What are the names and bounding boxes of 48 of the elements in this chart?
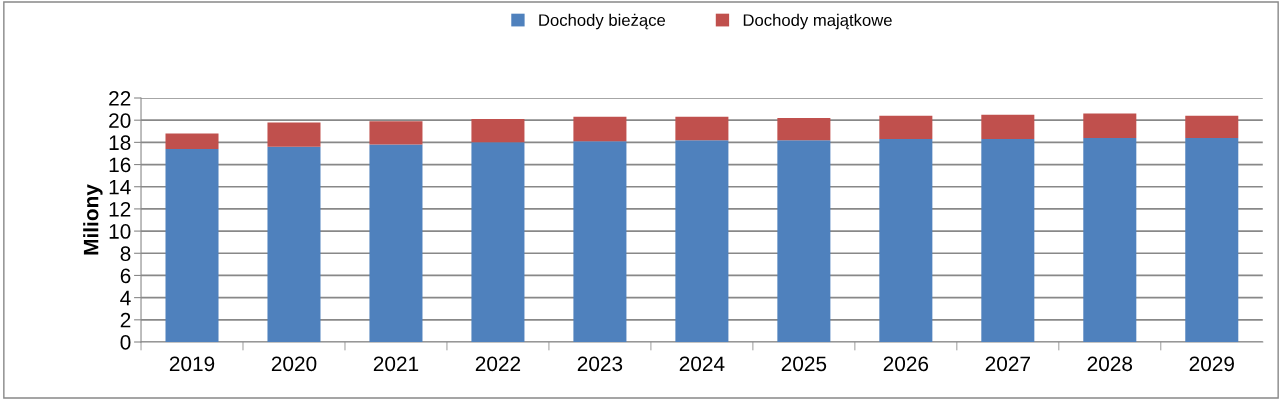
legend-label: Dochody bieżące: [539, 13, 666, 30]
bar: [267, 146, 321, 342]
x-tick-label: 2019: [169, 356, 215, 372]
x-tick-label: 2021: [373, 356, 419, 372]
bar: [1185, 115, 1239, 138]
x-tick-label: 2026: [883, 356, 929, 372]
y-tick-label: 2: [120, 312, 131, 328]
x-tick-label: 2029: [1189, 356, 1234, 372]
legend-label: Dochody majątkowe: [743, 13, 892, 30]
bar: [267, 122, 321, 147]
y-tick-label: 10: [109, 224, 131, 239]
bar: [981, 139, 1035, 342]
bar: [879, 139, 933, 342]
bar: [777, 140, 831, 342]
y-tick-label: 16: [109, 157, 131, 173]
bar: [1185, 137, 1239, 342]
bar: [471, 119, 525, 143]
y-tick-label: 6: [120, 268, 131, 284]
x-tick-label: 2020: [271, 356, 317, 372]
x-tick-label: 2025: [781, 356, 827, 372]
bar: [369, 121, 423, 145]
y-tick-label: 0: [120, 335, 131, 350]
bar: [573, 141, 627, 342]
x-tick-label: 2028: [1087, 356, 1133, 372]
y-tick-label: 14: [109, 179, 131, 195]
y-tick-label: 18: [109, 135, 131, 151]
y-tick-label: 4: [120, 290, 131, 306]
bar: [573, 116, 627, 142]
bar: [981, 114, 1035, 140]
bar: [165, 149, 219, 342]
bar: [471, 142, 525, 342]
x-tick-label: 2023: [577, 356, 623, 372]
y-tick-label: 8: [120, 246, 131, 262]
y-tick-label: 22: [109, 91, 131, 106]
y-axis-title: Miliony: [83, 184, 103, 255]
y-tick-label: 20: [109, 113, 131, 128]
x-tick-label: 2022: [475, 356, 521, 372]
bar: [369, 144, 423, 342]
bar: [879, 115, 933, 140]
x-tick-label: 2024: [679, 356, 725, 372]
bar: [1083, 113, 1137, 138]
bar: [675, 116, 729, 141]
bar: [675, 140, 729, 342]
bar: [1083, 137, 1137, 342]
bar: [777, 117, 831, 141]
y-tick-label: 12: [109, 201, 131, 217]
x-tick-label: 2027: [985, 356, 1030, 372]
bar: [165, 133, 219, 150]
